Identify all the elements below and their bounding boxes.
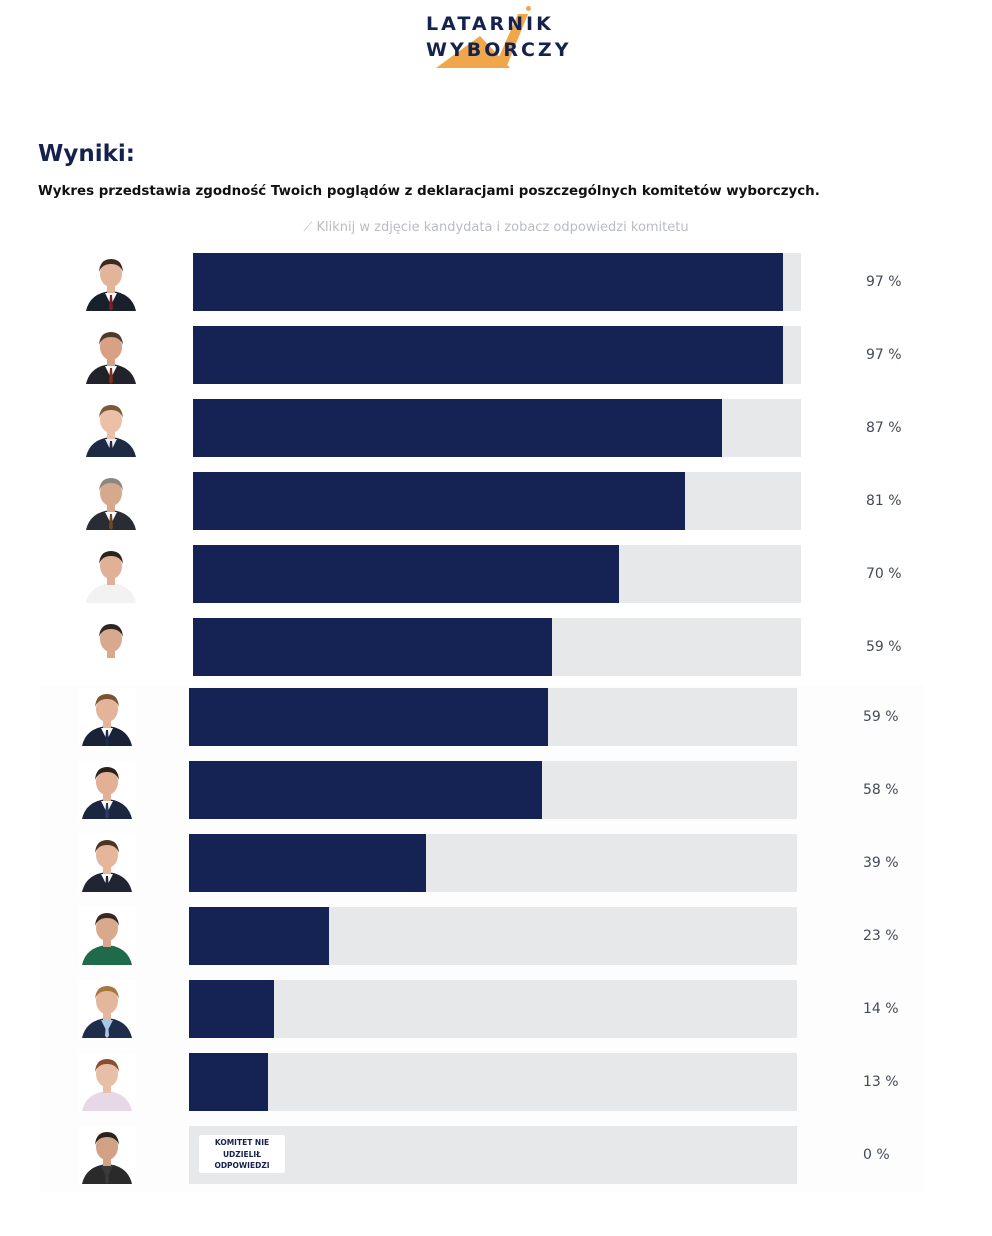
match-bar-track [189,834,797,892]
site-logo[interactable]: LATARNIK WYBORCZY [422,6,582,72]
candidate-portrait-icon [82,545,140,603]
match-percentage: 97 % [866,347,902,363]
candidate-photo[interactable] [82,618,140,676]
logo-lighthouse-beam [436,14,528,68]
candidate-portrait-icon [82,472,140,530]
candidate-row: 81 % [0,472,992,530]
candidate-portrait-icon [78,1126,136,1184]
candidate-portrait-icon [78,1053,136,1111]
match-percentage: 87 % [866,420,902,436]
match-percentage: 58 % [863,782,899,798]
candidate-row: 59 % [0,688,992,746]
match-bar-track [189,907,797,965]
candidate-row: KOMITET NIE UDZIELIŁ ODPOWIEDZI 0 % [0,1126,992,1184]
match-percentage: 13 % [863,1074,899,1090]
candidate-row: 23 % [0,907,992,965]
match-percentage: 81 % [866,493,902,509]
hint-text: ⟋ Kliknij w zdjęcie kandydata i zobacz od… [0,220,992,235]
candidate-row: 14 % [0,980,992,1038]
match-percentage: 59 % [863,709,899,725]
match-bar-track [189,761,797,819]
results-description: Wykres przedstawia zgodność Twoich poglą… [38,184,820,199]
candidate-photo[interactable] [78,1053,136,1111]
candidate-row: 97 % [0,326,992,384]
match-bar-track: KOMITET NIE UDZIELIŁ ODPOWIEDZI [189,1126,797,1184]
candidate-portrait-icon [78,834,136,892]
match-bar-fill [193,399,722,457]
match-percentage: 0 % [863,1147,890,1163]
match-bar-fill [193,253,783,311]
candidate-photo[interactable] [78,980,136,1038]
candidate-photo[interactable] [78,761,136,819]
pointer-icon: ⟋ [303,220,313,235]
match-bar-fill [189,761,542,819]
candidate-photo[interactable] [82,326,140,384]
candidate-row: 39 % [0,834,992,892]
logo-text-line2: WYBORCZY [426,39,572,61]
match-bar-track [189,1053,797,1111]
match-bar-fill [193,326,783,384]
candidate-photo[interactable] [82,253,140,311]
match-bar-fill [193,472,685,530]
hint-label: Kliknij w zdjęcie kandydata i zobacz odp… [316,220,689,235]
candidate-row: 97 % [0,253,992,311]
match-bar-fill [193,545,619,603]
candidate-photo[interactable] [82,472,140,530]
match-bar-fill [193,618,552,676]
logo-text-line1: LATARNIK [426,13,554,35]
candidate-row: 59 % [0,618,992,676]
candidate-portrait-icon [78,761,136,819]
match-bar-fill [189,980,274,1038]
candidate-photo[interactable] [78,688,136,746]
results-title: Wyniki: [38,141,135,167]
match-percentage: 23 % [863,928,899,944]
match-percentage: 14 % [863,1001,899,1017]
candidate-photo[interactable] [82,545,140,603]
candidate-photo[interactable] [78,907,136,965]
logo-dot [526,6,531,11]
candidate-portrait-icon [82,618,140,676]
match-bar-fill [189,688,548,746]
candidate-row: 13 % [0,1053,992,1111]
match-bar-track [193,618,801,676]
match-percentage: 70 % [866,566,902,582]
match-bar-track [189,980,797,1038]
candidate-photo[interactable] [78,834,136,892]
candidate-photo[interactable] [82,399,140,457]
match-bar-track [189,688,797,746]
candidate-portrait-icon [78,907,136,965]
match-bar-track [193,472,801,530]
match-bar-track [193,399,801,457]
candidate-portrait-icon [78,980,136,1038]
candidate-row: 87 % [0,399,992,457]
candidate-portrait-icon [82,253,140,311]
candidate-row: 70 % [0,545,992,603]
candidate-photo[interactable] [78,1126,136,1184]
match-percentage: 39 % [863,855,899,871]
match-bar-track [193,253,801,311]
match-percentage: 97 % [866,274,902,290]
match-bar-fill [189,907,329,965]
candidate-portrait-icon [82,399,140,457]
no-answer-badge: KOMITET NIE UDZIELIŁ ODPOWIEDZI [199,1135,285,1173]
match-bar-fill [189,1053,268,1111]
candidate-row: 58 % [0,761,992,819]
match-bar-track [193,545,801,603]
candidate-portrait-icon [82,326,140,384]
match-percentage: 59 % [866,639,902,655]
match-bar-fill [189,834,426,892]
match-bar-track [193,326,801,384]
candidate-portrait-icon [78,688,136,746]
